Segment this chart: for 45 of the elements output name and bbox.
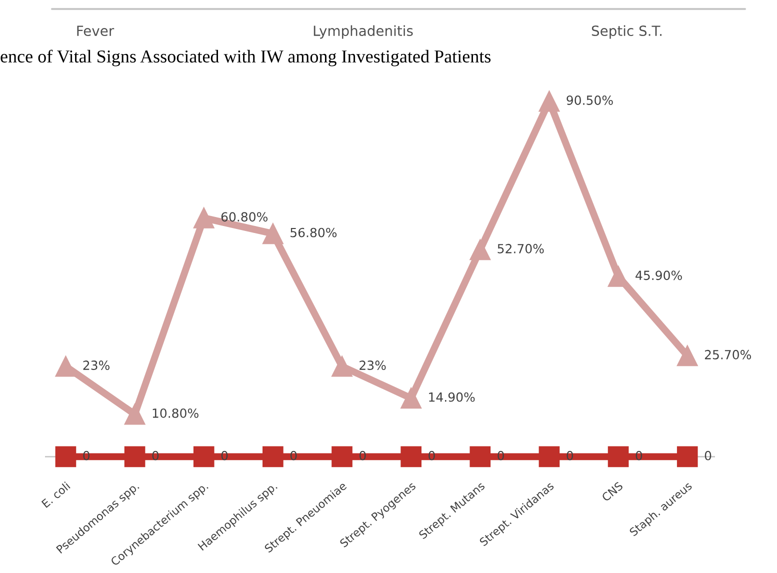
data-label: 0 [704, 450, 712, 460]
point [470, 239, 491, 260]
point [676, 345, 698, 366]
point [193, 446, 214, 468]
point [124, 404, 146, 425]
point [400, 446, 422, 468]
point [676, 446, 698, 468]
point [262, 223, 284, 244]
data-label: 0 [498, 450, 504, 460]
data-label: 45.90% [636, 270, 682, 280]
data-label: 60.80% [221, 212, 268, 222]
data-label: 0 [428, 450, 435, 460]
text: Lymphadenitis [314, 25, 413, 39]
data-label: 25.70% [704, 350, 752, 360]
data-label: 52.70% [498, 244, 544, 254]
data-label: 0 [221, 450, 228, 460]
point [193, 208, 214, 228]
point [538, 90, 560, 112]
point [538, 446, 560, 468]
point [608, 446, 629, 468]
point [55, 446, 76, 468]
data-label: 10.80% [152, 408, 198, 418]
data-label: 0 [636, 450, 642, 460]
x-tick-label: CNS [601, 481, 624, 502]
data-label: 23% [360, 360, 386, 370]
point [332, 356, 352, 377]
data-label: 0 [566, 450, 574, 460]
data-label: 90.50% [566, 95, 613, 105]
data-label: 56.80% [290, 228, 337, 238]
point [124, 446, 146, 468]
text: Septic S.T. [592, 25, 662, 39]
x-tick-label: E. coli [41, 481, 70, 508]
data-label: 23% [83, 360, 110, 370]
point [262, 446, 284, 468]
text: Fever [77, 26, 114, 36]
data-label: 0 [290, 450, 297, 460]
data-label: 14.90% [429, 392, 475, 402]
point [332, 446, 352, 468]
chart-title: ence of Vital Signs Associated with IW among Investigated Patients [0, 50, 491, 66]
data-label: 0 [152, 450, 159, 460]
point [470, 446, 491, 468]
point [400, 388, 422, 409]
data-label: 0 [83, 450, 90, 460]
data-label: 0 [360, 450, 366, 460]
point [55, 356, 76, 377]
